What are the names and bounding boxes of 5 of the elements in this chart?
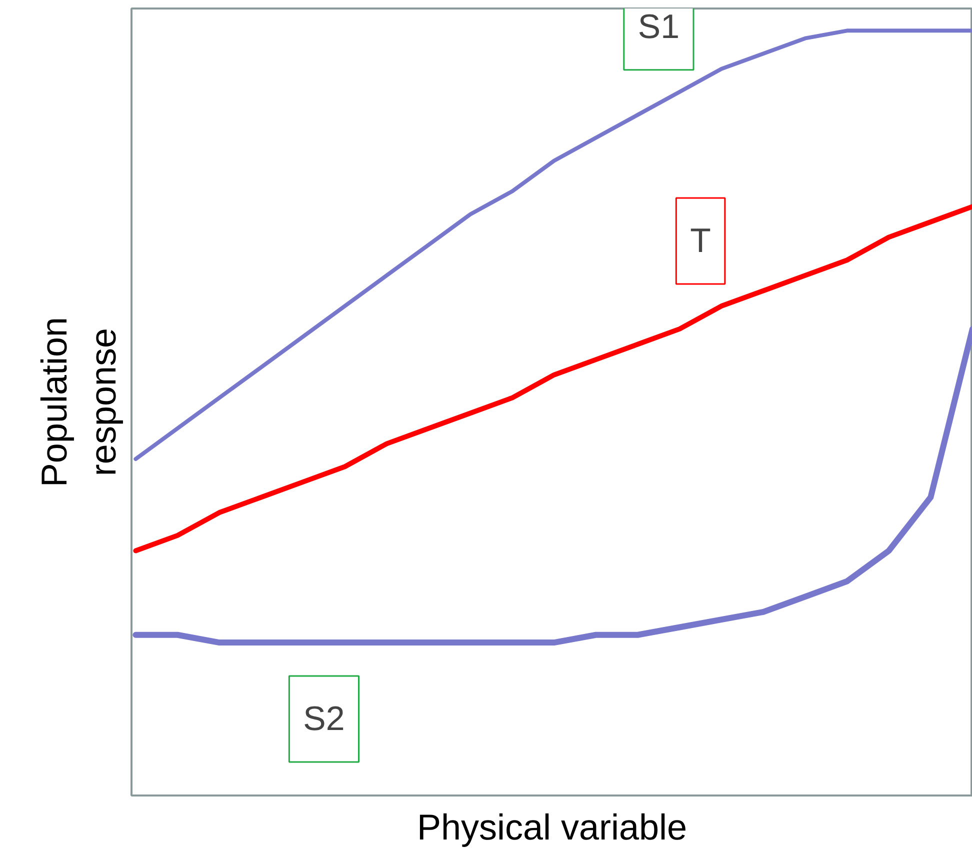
series-label: S2 xyxy=(303,700,345,738)
y-axis-title: Population response xyxy=(33,316,124,488)
series-label: T xyxy=(690,222,711,260)
x-axis-title: Physical variable xyxy=(416,806,688,848)
series-label: S1 xyxy=(638,8,680,46)
